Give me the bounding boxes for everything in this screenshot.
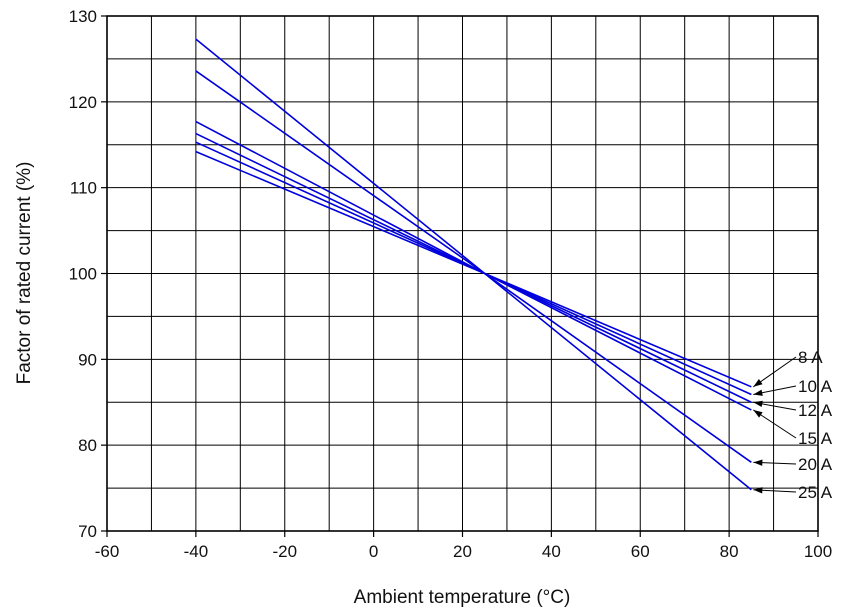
x-tick-labels: -60 -40 -20 0 20 40 60 80 100 <box>95 531 832 561</box>
x-axis-title: Ambient temperature (°C) <box>354 587 571 608</box>
y-tick-labels: 70 80 90 100 110 120 130 <box>69 7 107 541</box>
series-label-arrowhead <box>753 400 763 408</box>
y-tick-label: 120 <box>69 93 97 112</box>
x-tick-label: 80 <box>720 542 739 561</box>
x-tick-label: -60 <box>95 542 120 561</box>
series-label: 8 A <box>798 348 823 367</box>
y-tick-label: 70 <box>78 522 97 541</box>
series-label-arrowhead <box>753 379 763 387</box>
series-label: 20 A <box>798 455 833 474</box>
series-label: 15 A <box>798 429 833 448</box>
series-line <box>195 70 752 463</box>
y-tick-label: 100 <box>69 265 97 284</box>
y-tick-label: 110 <box>70 179 97 198</box>
x-tick-label: 0 <box>369 542 378 561</box>
y-tick-label: 80 <box>78 436 97 455</box>
series-label-arrowhead <box>753 459 763 466</box>
x-tick-label: 40 <box>542 542 561 561</box>
series-label-arrowhead <box>753 409 763 418</box>
x-tick-label: 100 <box>804 542 832 561</box>
series-lines <box>195 38 752 491</box>
y-tick-label: 130 <box>69 7 97 26</box>
x-tick-label: 60 <box>631 542 650 561</box>
x-tick-label: -20 <box>272 542 297 561</box>
series-labels: 8 A 10 A 12 A 15 A 20 A 25 A <box>753 348 833 502</box>
series-label-arrowhead <box>753 487 763 494</box>
series-line <box>195 38 752 491</box>
y-axis-title: Factor of rated current (%) <box>14 162 35 385</box>
series-label: 10 A <box>798 377 833 396</box>
y-tick-label: 90 <box>78 350 97 369</box>
grid-lines <box>107 16 818 531</box>
x-tick-label: -40 <box>184 542 209 561</box>
series-label: 12 A <box>798 401 833 420</box>
x-tick-label: 20 <box>453 542 472 561</box>
series-label: 25 A <box>798 483 833 502</box>
series-label-arrowhead <box>753 389 763 396</box>
